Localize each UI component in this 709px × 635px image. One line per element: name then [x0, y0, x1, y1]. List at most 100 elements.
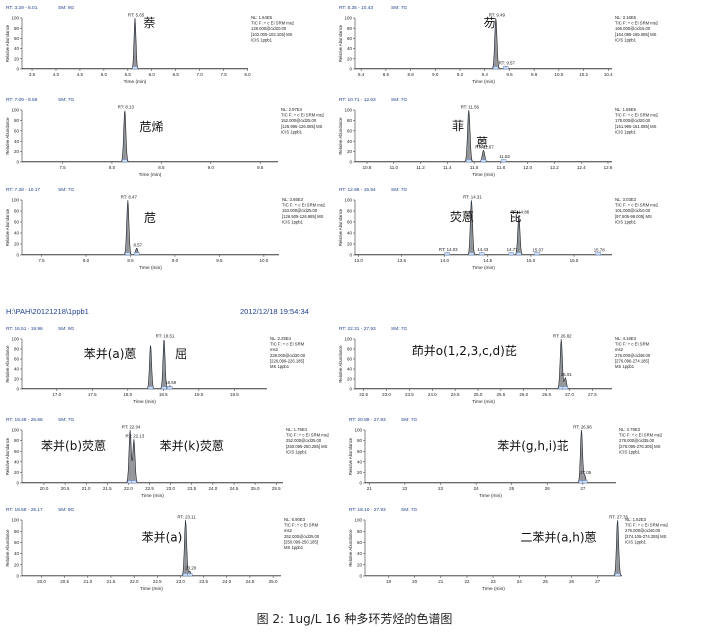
x-tick-label: 9.0 — [432, 72, 439, 77]
nl-info-line: [102.005-102.105] MS — [251, 32, 293, 37]
panel-rt-range: RT: 16.51 - 19.96 — [6, 326, 43, 332]
nl-info-line: [250.099-250.185] — [284, 539, 318, 544]
peak-area — [22, 430, 283, 483]
x-tick-label: 25.5 — [272, 486, 281, 491]
panel-rt-range: RT: 7.28 - 10.17 — [6, 187, 40, 193]
x-tick-label: 11.6 — [470, 165, 479, 170]
x-tick-label: 8.0 — [83, 258, 90, 263]
peak-rt-label: RT: 9.57 — [499, 61, 516, 66]
nl-info-line: NL: 3.66E3 — [282, 197, 304, 202]
nl-info-line: 152.000@cid25.00 — [281, 118, 317, 123]
y-axis-label: Relative Abundance — [348, 529, 353, 567]
y-tick-label: 40 — [14, 46, 20, 51]
x-axis-label: Time (min) — [140, 586, 163, 592]
x-tick-label: 9.6 — [506, 72, 513, 77]
x-tick-label: 22 — [464, 579, 470, 584]
x-tick-label: 21.0 — [83, 579, 92, 584]
y-tick-label: 60 — [14, 449, 20, 454]
x-tick-label: 17.0 — [52, 392, 61, 397]
x-tick-label: 7.5 — [38, 258, 45, 263]
x-tick-label: 10.2 — [579, 72, 588, 77]
panel-rt-range: RT: 8.35 - 10.43 — [339, 5, 373, 11]
peak-baseline-marker — [466, 159, 472, 163]
panel-smoothing: SM: 7G — [58, 417, 75, 423]
nl-info-line: ms2 — [284, 528, 293, 533]
compound-label: 芴 — [484, 15, 496, 30]
x-tick-label: 25.0 — [269, 579, 278, 584]
x-tick-label: 24.0 — [222, 579, 231, 584]
nl-info-line: ms2 — [615, 347, 624, 352]
x-tick-label: 13.0 — [354, 258, 363, 263]
panel-rt-range: RT: 19.48 - 25.66 — [6, 417, 43, 423]
nl-info-line: ICIS 1ppb1 — [282, 219, 304, 224]
nl-info-line: [250.095-250.285] MS — [286, 444, 328, 449]
peak-rt-label: 26.91 — [561, 372, 573, 377]
peak-rt-label: RT: 8.13 — [118, 105, 135, 110]
chromatogram-panel: RT: 8.35 - 10.43 SM: 7G 0 20 40 60 80 100Relati… — [338, 5, 659, 85]
chromatogram-panel: RT: 16.51 - 19.96 SM: 9G 0 20 40 60 80 100Relat… — [5, 326, 306, 405]
batch-path: H:\PAH\20121218\1ppb1 — [6, 307, 89, 316]
x-tick-label: 11.0 — [390, 165, 399, 170]
y-axis-label: Relative Abundance — [5, 208, 10, 246]
peak-baseline-marker — [122, 159, 128, 163]
y-tick-label: 60 — [347, 357, 353, 362]
nl-info-line: MS 1ppb1 — [270, 364, 290, 369]
x-tick-label: 24 — [474, 486, 480, 491]
x-tick-label: 12.0 — [523, 165, 532, 170]
nl-info-line: ICIS 1ppb1 — [615, 219, 637, 224]
panel-smoothing: SM: 7G — [391, 97, 408, 103]
peak-area — [365, 520, 622, 576]
x-tick-label: 25.0 — [251, 486, 260, 491]
nl-info-line: NL: 6.90E3 — [284, 517, 306, 522]
y-tick-label: 100 — [11, 518, 19, 523]
nl-info-line: NL: 3.79E3 — [619, 427, 641, 432]
x-tick-label: 11.4 — [443, 165, 452, 170]
y-tick-label: 60 — [14, 357, 20, 362]
x-tick-label: 5.0 — [101, 72, 108, 77]
x-tick-label: 11.2 — [416, 165, 425, 170]
figure-caption: 图 2: 1ug/L 16 种多环芳烃的色谱图 — [256, 612, 453, 626]
x-tick-label: 23.5 — [199, 579, 208, 584]
y-tick-label: 20 — [14, 562, 20, 567]
panel-rt-range: RT: 10.71 - 12.63 — [339, 97, 376, 103]
y-tick-label: 40 — [14, 139, 20, 144]
chromatogram-panel: RT: 10.71 - 12.63 SM: 7G 0 20 40 60 80 100Relat… — [338, 97, 659, 178]
peak-rt-label: 14.77 — [507, 247, 519, 252]
chromatogram-panel: RT: 12.96 - 15.94 SM: 7G 0 20 40 60 80 100Relat… — [338, 187, 659, 271]
peak-baseline-marker — [125, 252, 131, 256]
y-tick-label: 20 — [14, 149, 20, 154]
y-tick-label: 20 — [347, 377, 353, 382]
peak-rt-label: RT: 9.49 — [489, 13, 506, 18]
y-tick-label: 100 — [354, 518, 362, 523]
nl-info-line: NL: 1.62E3 — [625, 517, 647, 522]
y-axis-label: Relative Abundance — [338, 117, 343, 155]
y-tick-label: 80 — [347, 209, 353, 214]
compound-label: 萘 — [143, 16, 155, 30]
peak-area — [22, 110, 278, 162]
x-tick-label: 22.5 — [145, 486, 154, 491]
x-tick-label: 8.5 — [127, 258, 134, 263]
panel-smoothing: SM: 9G — [58, 326, 75, 332]
x-tick-label: 9.4 — [482, 72, 489, 77]
y-axis-label: Relative Abundance — [5, 345, 10, 383]
x-tick-label: 15.5 — [570, 258, 579, 263]
panel-rt-range: RT: 12.96 - 15.94 — [339, 187, 376, 193]
peak-area — [355, 339, 612, 389]
nl-info-line: [276.096-274.185] — [615, 358, 649, 363]
nl-info-line: ICIS 1ppb1 — [281, 129, 303, 134]
y-tick-label: 80 — [14, 529, 20, 534]
compound-label: 苊烯 — [139, 120, 163, 134]
x-axis-label: Time (min) — [124, 79, 147, 85]
peak-baseline-marker — [500, 159, 507, 163]
chromatogram-panel: RT: 18.10 - 27.93 SM: 7G 0 20 40 60 80 100 Relat… — [348, 507, 669, 592]
y-axis-label: Relative Abundance — [5, 117, 10, 155]
x-tick-label: 24.0 — [209, 486, 218, 491]
x-tick-label: 8.0 — [109, 165, 116, 170]
nl-info-line: 278.000@cid35.00 — [619, 438, 655, 443]
y-tick-label: 0 — [16, 160, 19, 165]
compound-label: 苯并(b)荧蒽 — [41, 439, 106, 453]
nl-info-line: TIC F: + c EI SRM ms2 — [615, 21, 659, 26]
nl-info-line: NL: 1.64E5 — [251, 15, 273, 20]
x-tick-label: 5.5 — [125, 72, 132, 77]
nl-info-line: 276.000@cid48.00 — [615, 353, 651, 358]
